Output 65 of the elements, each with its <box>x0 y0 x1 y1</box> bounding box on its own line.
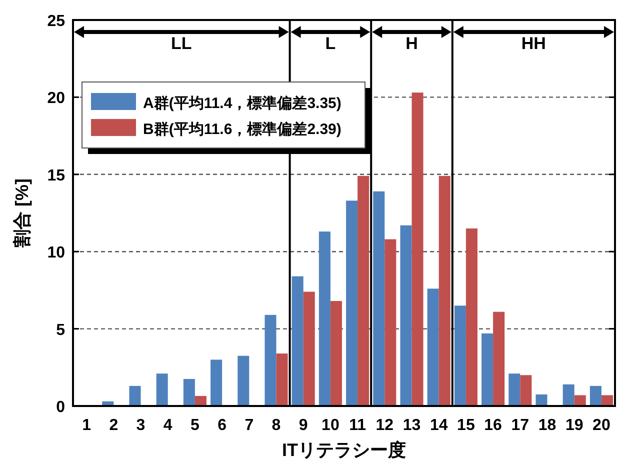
x-tick-label: 17 <box>511 417 530 434</box>
x-tick-label: 3 <box>136 417 146 434</box>
x-tick-label: 15 <box>457 417 475 434</box>
bar <box>156 374 168 406</box>
bar <box>346 200 358 406</box>
bar <box>318 232 330 406</box>
bar <box>238 356 250 406</box>
x-tick-label: 18 <box>538 417 556 434</box>
legend-label: A群(平均11.4，標準偏差3.35) <box>143 95 342 112</box>
x-axis-title: ITリテラシー度 <box>282 440 406 460</box>
bar <box>303 292 315 406</box>
bar <box>520 375 532 406</box>
x-tick-label: 4 <box>163 417 172 434</box>
bar <box>454 306 466 406</box>
bar <box>438 176 450 406</box>
y-tick-label: 20 <box>47 90 66 108</box>
bar <box>129 386 141 406</box>
bar <box>536 394 548 406</box>
bar <box>427 288 439 406</box>
x-tick-label: 8 <box>272 417 281 434</box>
bar <box>400 225 412 406</box>
bar <box>330 301 342 406</box>
bar <box>601 395 613 406</box>
bar <box>264 314 276 406</box>
bar <box>412 92 424 406</box>
x-tick-label: 20 <box>592 417 610 434</box>
legend-label: B群(平均11.6，標準偏差2.39) <box>143 121 342 138</box>
x-tick-label: 2 <box>109 417 118 434</box>
x-tick-label: 16 <box>484 417 502 434</box>
bar <box>384 239 396 406</box>
bar <box>373 191 385 406</box>
bar <box>493 312 505 406</box>
annotation: LL <box>171 34 192 53</box>
bar <box>574 395 586 406</box>
bar <box>194 396 206 406</box>
bar <box>562 384 574 406</box>
bar <box>276 354 288 406</box>
y-tick-label: 0 <box>56 399 66 416</box>
x-tick-label: 9 <box>298 417 308 434</box>
bar <box>358 176 370 406</box>
bar <box>508 374 520 406</box>
y-tick-label: 15 <box>47 167 66 184</box>
bar <box>183 378 195 406</box>
y-tick-label: 5 <box>56 322 66 339</box>
annotation: HH <box>521 34 546 53</box>
bar <box>210 360 222 406</box>
x-tick-label: 19 <box>565 417 584 434</box>
x-tick-label: 6 <box>218 417 227 434</box>
annotation: H <box>406 34 418 53</box>
y-axis-title: 割合 [%] <box>12 178 32 248</box>
x-tick-label: 12 <box>376 417 394 434</box>
y-tick-label: 10 <box>47 244 66 262</box>
annotation: L <box>325 34 336 53</box>
x-tick-label: 1 <box>82 417 92 434</box>
bar <box>590 386 602 406</box>
bar <box>292 276 304 406</box>
y-tick-label: 25 <box>47 13 66 30</box>
x-tick-label: 10 <box>322 417 340 434</box>
x-tick-label: 13 <box>402 417 421 434</box>
x-tick-label: 11 <box>349 417 366 434</box>
x-tick-label: 7 <box>244 417 254 434</box>
x-tick-label: 14 <box>430 417 448 434</box>
bar <box>466 228 478 406</box>
x-tick-label: 5 <box>190 417 200 434</box>
bar <box>482 333 494 406</box>
